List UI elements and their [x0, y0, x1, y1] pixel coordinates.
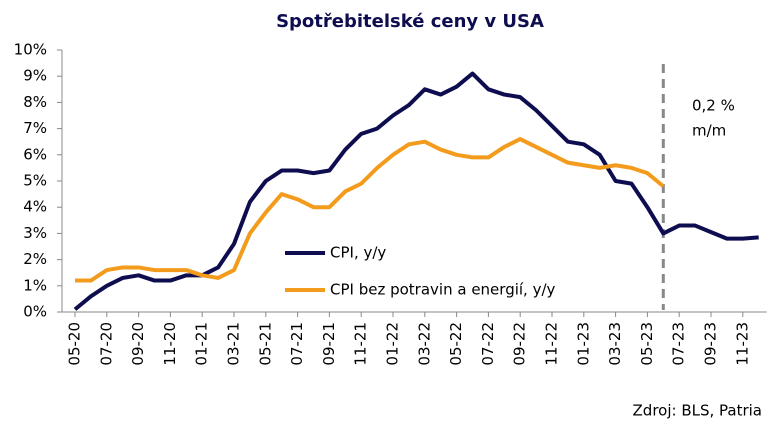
x-tick-label: 05-23: [638, 322, 656, 366]
y-tick-label: 1%: [23, 276, 47, 294]
x-tick-label: 11-20: [161, 322, 179, 366]
y-tick-label: 5%: [23, 172, 47, 190]
series-line: [73, 71, 759, 311]
x-tick-label: 03-22: [415, 322, 433, 366]
x-tick-label: 11-21: [352, 322, 370, 366]
x-tick-label: 05-21: [256, 322, 274, 366]
chart-title: Spotřebitelské ceny v USA: [276, 11, 544, 32]
y-tick-label: 2%: [23, 250, 47, 268]
y-tick-label: 3%: [23, 224, 47, 242]
x-tick-label: 01-22: [384, 322, 402, 366]
x-tick-label: 05-20: [66, 322, 84, 366]
x-tick-label: 01-23: [574, 322, 592, 366]
x-tick-label: 07-23: [670, 322, 688, 366]
x-tick-label: 09-21: [320, 322, 338, 366]
y-tick-label: 4%: [23, 198, 47, 216]
x-tick-label: 03-21: [225, 322, 243, 366]
annotation: m/m: [692, 122, 726, 140]
series-line: [75, 137, 665, 283]
source: Zdroj: BLS, Patria: [633, 402, 762, 420]
x-tick-label: 07-21: [288, 322, 306, 366]
x-tick-label: 09-23: [702, 322, 720, 366]
legend-label: CPI bez potravin a energií, y/y: [330, 281, 556, 299]
y-tick-label: 7%: [23, 119, 47, 137]
y-tick-label: 8%: [23, 93, 47, 111]
x-tick-label: 07-22: [479, 322, 497, 366]
x-tick-label: 07-20: [97, 322, 115, 366]
x-tick-label: 11-23: [733, 322, 751, 366]
y-tick-label: 6%: [23, 145, 47, 163]
x-tick-label: 03-23: [606, 322, 624, 366]
x-tick-label: 05-22: [447, 322, 465, 366]
x-tick-label: 09-22: [511, 322, 529, 366]
x-tick-label: 09-20: [129, 322, 147, 366]
y-tick-label: 9%: [23, 67, 47, 85]
annotation: 0,2 %: [692, 97, 735, 115]
legend-label: CPI, y/y: [330, 244, 386, 262]
y-tick-label: 0%: [23, 303, 47, 321]
y-tick-label: 10%: [14, 41, 47, 59]
x-tick-label: 11-22: [543, 322, 561, 366]
x-tick-label: 01-21: [193, 322, 211, 366]
